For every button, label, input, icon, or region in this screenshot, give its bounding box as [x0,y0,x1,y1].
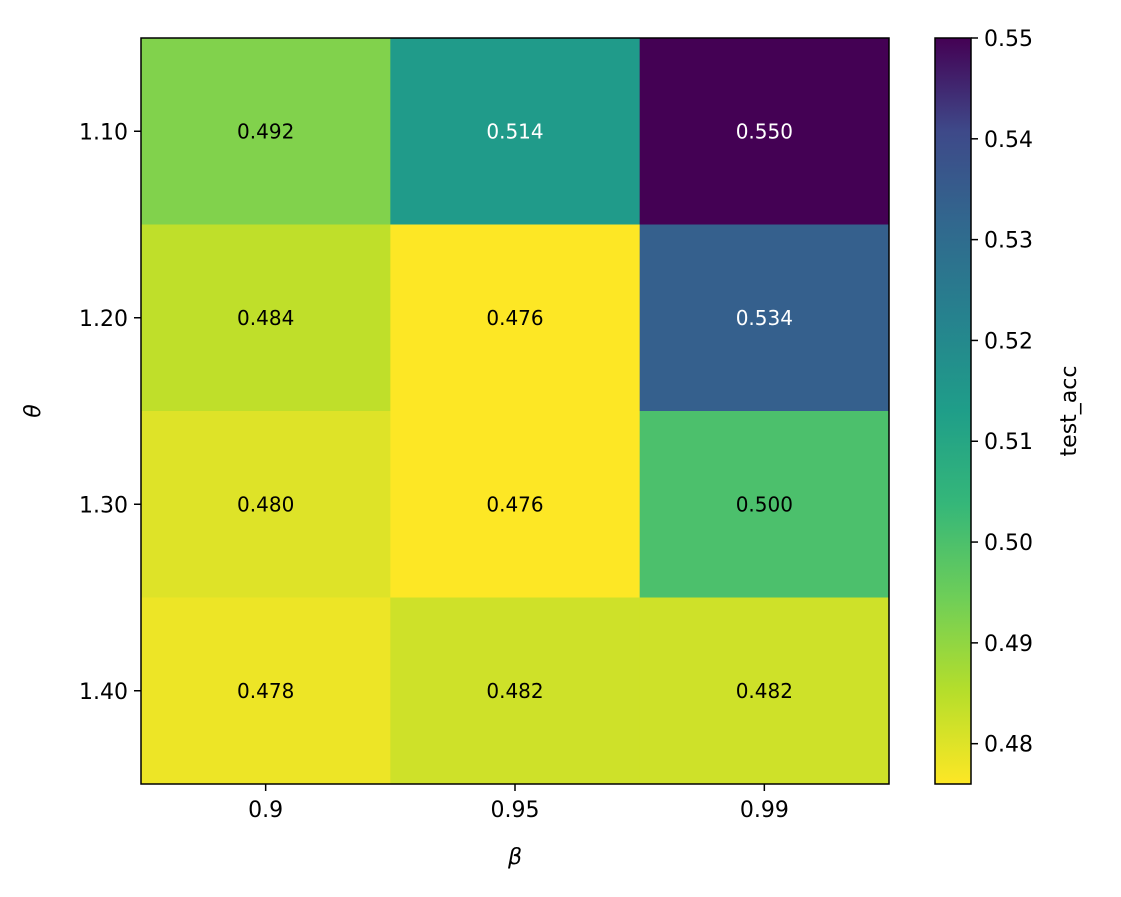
y-tick-label: 1.40 [79,680,128,705]
heatmap-cell [639,224,890,412]
colorbar-label: test_acc [1057,366,1082,457]
cell-value-label: 0.476 [486,492,543,516]
heatmap-cell [639,38,890,225]
colorbar-tick-label: 0.50 [984,531,1033,556]
x-tick-label: 0.99 [740,798,789,823]
heatmap-cell [141,224,391,412]
heatmap-cell [141,597,391,785]
cell-value-label: 0.492 [237,119,294,143]
x-axis-label: β [507,845,522,870]
cell-value-label: 0.550 [736,119,793,143]
heatmap-cell [390,411,641,598]
cell-value-label: 0.484 [237,306,294,330]
colorbar-tick-label: 0.53 [984,229,1033,254]
cell-value-label: 0.500 [736,492,793,516]
cell-value-label: 0.482 [736,679,793,703]
cell-value-label: 0.534 [736,306,793,330]
x-tick-label: 0.9 [248,798,283,823]
y-axis-label: θ [21,404,46,418]
cell-value-label: 0.478 [237,679,294,703]
heatmap-cell [141,411,391,598]
x-tick-label: 0.95 [491,798,540,823]
colorbar-tick-label: 0.54 [984,128,1033,153]
heatmap-cell [639,597,890,785]
heatmap-cell [390,597,641,785]
colorbar-tick-label: 0.55 [984,27,1033,52]
x-axis-ticks: 0.9 0.95 0.99 [248,784,789,823]
y-tick-label: 1.20 [79,307,128,332]
colorbar-tick-label: 0.49 [984,632,1033,657]
heatmap-cell [390,224,641,412]
heatmap-cells [141,38,890,785]
y-tick-label: 1.30 [79,493,128,518]
colorbar-tick-label: 0.52 [984,329,1033,354]
y-tick-label: 1.10 [79,120,128,145]
colorbar-ticks: 0.48 0.49 0.50 0.51 0.52 0.53 0.54 0.55 [971,27,1033,758]
cell-value-label: 0.480 [237,492,294,516]
heatmap-cell-labels: 0.492 0.514 0.550 0.484 0.476 0.534 0.480 0.476… [237,119,793,703]
heatmap-cell [390,38,641,225]
colorbar-tick-label: 0.48 [984,733,1033,758]
cell-value-label: 0.482 [486,679,543,703]
y-axis-ticks: 1.10 1.20 1.30 1.40 [79,120,141,705]
colorbar [934,37,972,785]
heatmap-cell [141,38,391,225]
heatmap-cell [639,411,890,598]
colorbar-tick-label: 0.51 [984,430,1033,455]
cell-value-label: 0.476 [486,306,543,330]
cell-value-label: 0.514 [486,119,543,143]
